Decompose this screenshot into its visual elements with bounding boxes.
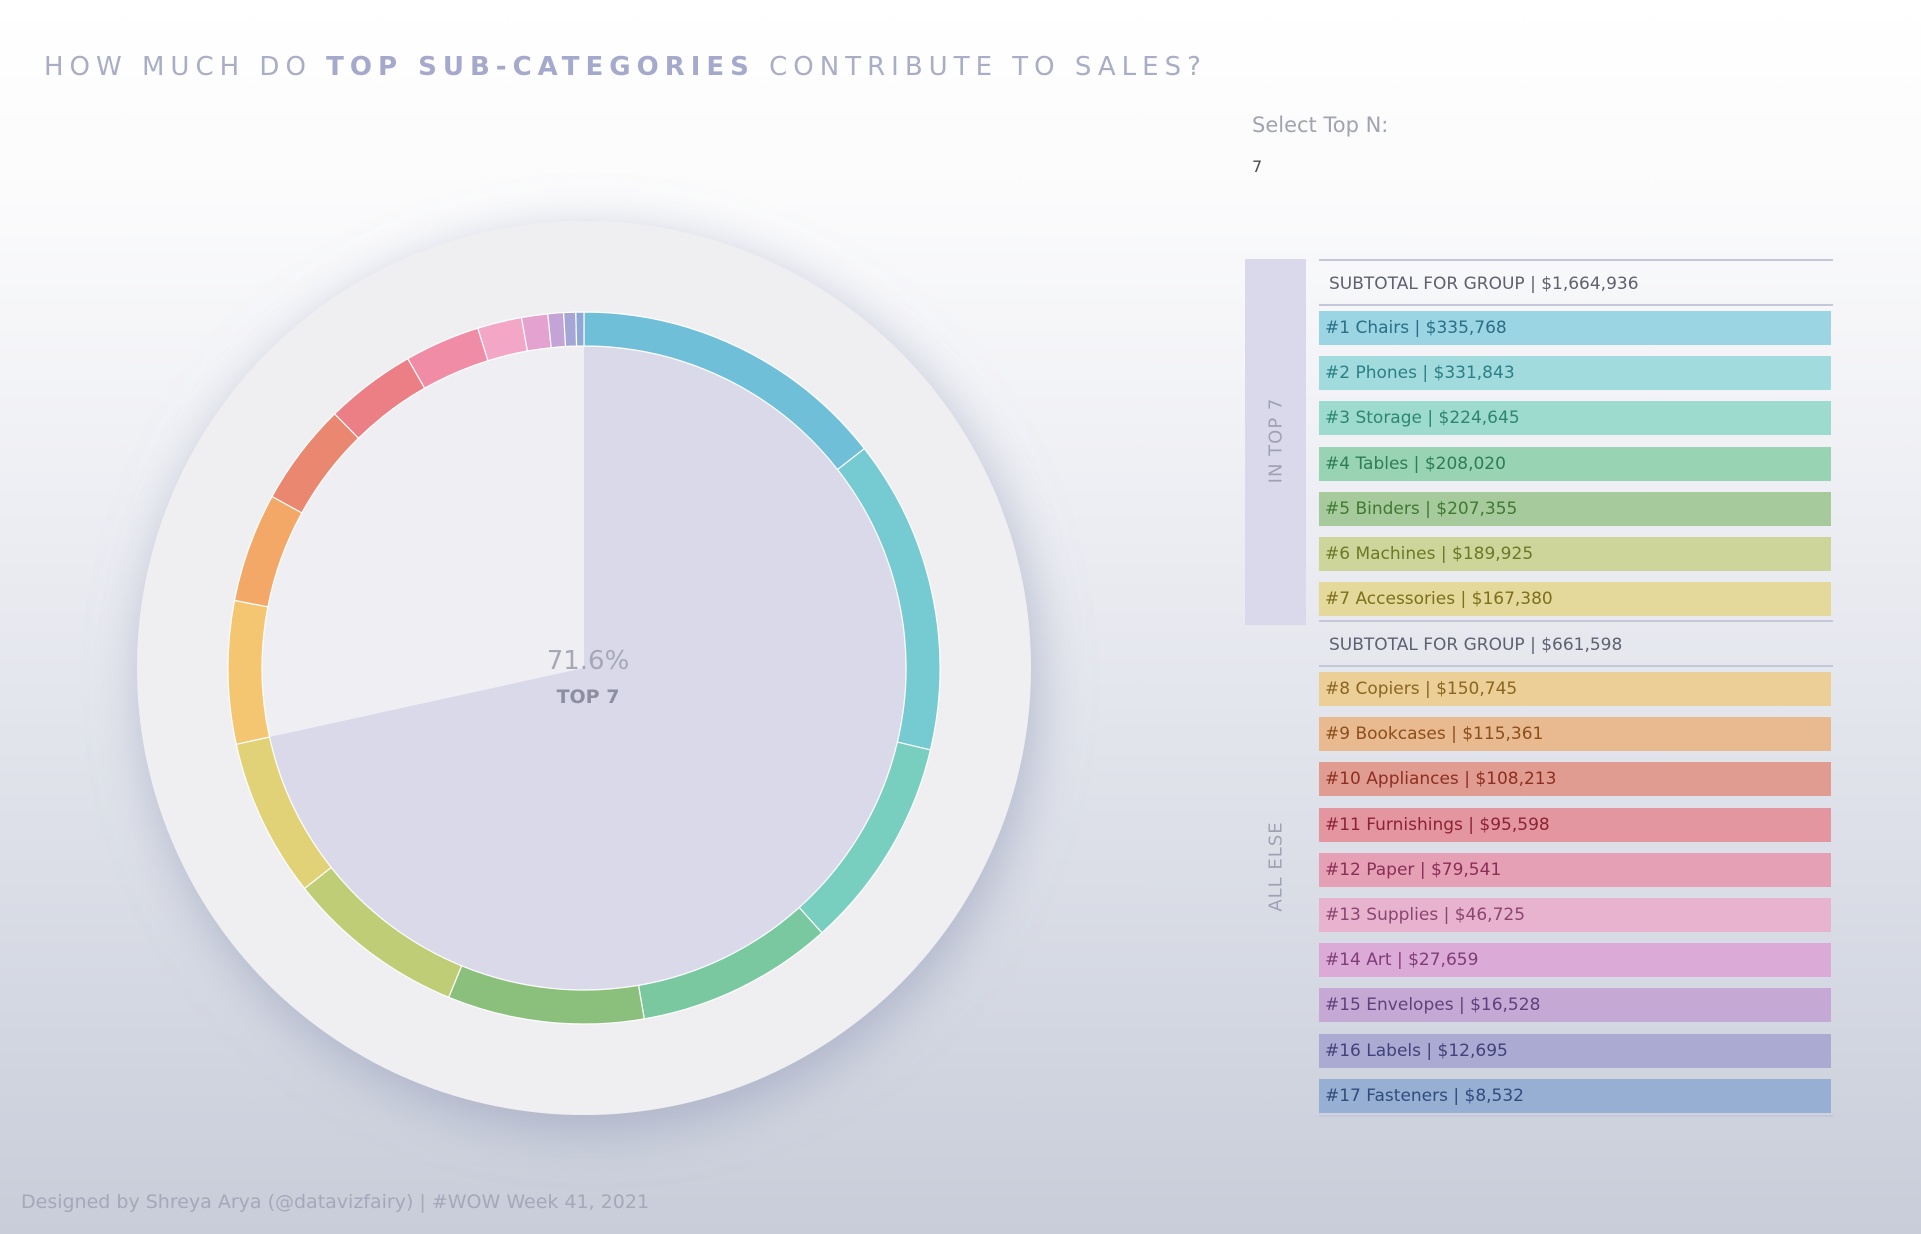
title-suffix: CONTRIBUTE TO SALES? — [769, 52, 1207, 82]
bar-fasteners[interactable]: #17 Fasteners | $8,532 — [1319, 1079, 1831, 1113]
divider — [1319, 620, 1833, 622]
top-n-input[interactable] — [1252, 157, 1372, 176]
bar-furnishings[interactable]: #11 Furnishings | $95,598 — [1319, 808, 1831, 842]
top-group-band — [1245, 259, 1306, 625]
page-title: HOW MUCH DO TOP SUB-CATEGORIES CONTRIBUT… — [44, 52, 1207, 82]
bar-copiers[interactable]: #8 Copiers | $150,745 — [1319, 672, 1831, 706]
bar-appliances[interactable]: #10 Appliances | $108,213 — [1319, 762, 1831, 796]
center-label: TOP 7 — [556, 686, 620, 708]
divider — [1319, 1115, 1833, 1117]
ring-segment-envelopes[interactable] — [547, 311, 567, 349]
top-group-subtotal: SUBTOTAL FOR GROUP | $1,664,936 — [1329, 274, 1639, 294]
bar-chairs[interactable]: #1 Chairs | $335,768 — [1319, 311, 1831, 345]
bar-storage[interactable]: #3 Storage | $224,645 — [1319, 401, 1831, 435]
center-percent: 71.6% — [546, 646, 630, 676]
credit-footer: Designed by Shreya Arya (@datavizfairy) … — [21, 1191, 650, 1213]
divider — [1319, 304, 1833, 306]
bar-envelopes[interactable]: #15 Envelopes | $16,528 — [1319, 988, 1831, 1022]
bar-bookcases[interactable]: #9 Bookcases | $115,361 — [1319, 717, 1831, 751]
top-group-label: IN TOP 7 — [1265, 397, 1287, 484]
bar-supplies[interactable]: #13 Supplies | $46,725 — [1319, 898, 1831, 932]
divider — [1319, 259, 1833, 261]
rest-group-label: ALL ELSE — [1265, 821, 1287, 912]
divider — [1319, 665, 1833, 667]
bar-tables[interactable]: #4 Tables | $208,020 — [1319, 447, 1831, 481]
bar-binders[interactable]: #5 Binders | $207,355 — [1319, 492, 1831, 526]
rest-group-subtotal: SUBTOTAL FOR GROUP | $661,598 — [1329, 635, 1623, 655]
bar-phones[interactable]: #2 Phones | $331,843 — [1319, 356, 1831, 390]
bar-art[interactable]: #14 Art | $27,659 — [1319, 943, 1831, 977]
top-n-label: Select Top N: — [1252, 113, 1389, 137]
bar-accessories[interactable]: #7 Accessories | $167,380 — [1319, 582, 1831, 616]
pie-top-share — [269, 346, 906, 991]
title-emphasis: TOP SUB-CATEGORIES — [326, 52, 755, 82]
title-prefix: HOW MUCH DO — [44, 52, 312, 82]
ring-segment-fasteners[interactable] — [575, 311, 585, 347]
bar-labels[interactable]: #16 Labels | $12,695 — [1319, 1034, 1831, 1068]
ring-segment-labels[interactable] — [562, 311, 578, 348]
ring-segment-art[interactable] — [520, 313, 552, 352]
bar-paper[interactable]: #12 Paper | $79,541 — [1319, 853, 1831, 887]
bar-machines[interactable]: #6 Machines | $189,925 — [1319, 537, 1831, 571]
